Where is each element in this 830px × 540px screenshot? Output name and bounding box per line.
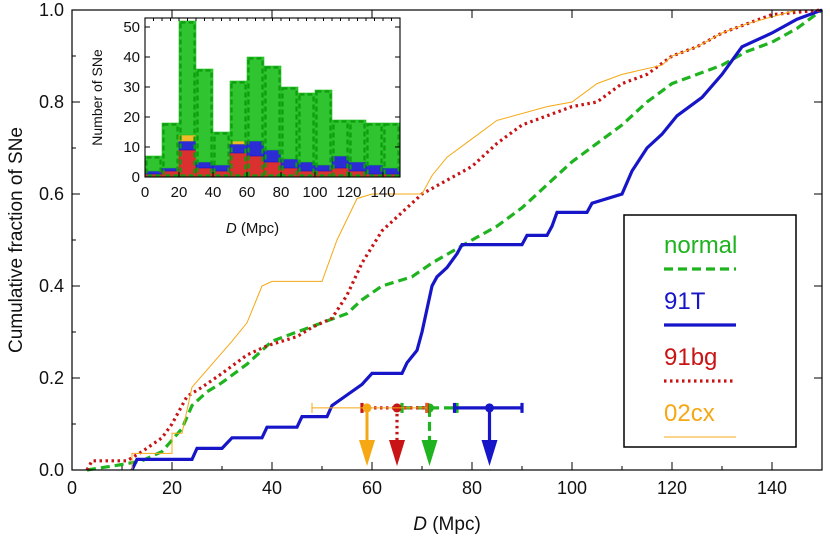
inset-y-tick-label: 20 <box>123 109 140 126</box>
main-x-tick-label: 60 <box>362 478 382 498</box>
inset-y-tick-label: 0 <box>132 169 140 186</box>
inset-bar-outline <box>230 81 247 177</box>
main-y-tick-label: 0.6 <box>39 184 64 204</box>
mean-marker-91t <box>452 402 524 466</box>
legend-item-91bg: 91bg <box>664 344 736 383</box>
inset-bar-outline <box>196 69 213 177</box>
main-x-tick-label: 20 <box>162 478 182 498</box>
main-x-tick-label: 40 <box>262 478 282 498</box>
legend-item-normal: normal <box>664 232 737 271</box>
inset-bar-outline <box>332 120 349 177</box>
mean-marker-91bg <box>360 402 429 466</box>
main-x-axis-unit: (Mpc) <box>427 514 481 535</box>
inset-bar-outline <box>162 123 179 177</box>
inset-x-tick-label: 40 <box>205 184 222 201</box>
inset-bar-outline <box>264 66 281 177</box>
legend: normal 91T 91bg 02cx <box>623 214 797 448</box>
main-y-tick-label: 0.4 <box>39 276 64 296</box>
inset-bars-group <box>144 20 401 178</box>
legend-item-02cx: 02cx <box>664 400 736 438</box>
inset-bar-normal <box>195 68 214 163</box>
main-x-tick-label: 80 <box>462 478 482 498</box>
legend-label: 91bg <box>664 344 717 371</box>
inset-x-tick-label: 60 <box>239 184 256 201</box>
inset-histogram: 0 20 40 60 80 100 120 140 0 10 20 30 40 50 D (Mpc) Nu… <box>89 17 401 237</box>
main-x-axis-label: D (Mpc) <box>413 514 481 535</box>
inset-y-tick-label: 40 <box>123 49 140 66</box>
arrow-head-91bg <box>389 440 405 466</box>
inset-axes-ticks: 0 20 40 60 80 100 120 140 0 10 20 30 40 50 <box>123 18 401 201</box>
inset-y-axis-label: Number of SNe <box>89 49 105 146</box>
inset-bar-outline <box>179 21 196 177</box>
main-y-tick-label: 0.8 <box>39 92 64 112</box>
main-series-group <box>85 8 823 472</box>
legend-label: 02cx <box>664 400 715 427</box>
mean-marker-02cx <box>311 402 428 466</box>
inset-x-tick-label: 0 <box>141 184 149 201</box>
main-x-tick-label: 0 <box>67 478 77 498</box>
inset-bar-outline <box>366 123 383 177</box>
legend-label: 91T <box>664 288 706 315</box>
inset-x-axis-unit: (Mpc) <box>237 220 280 237</box>
main-x-tick-label: 100 <box>557 478 587 498</box>
legend-label: normal <box>664 232 737 259</box>
inset-y-tick-label: 50 <box>123 19 140 36</box>
inset-y-tick-label: 10 <box>123 139 140 156</box>
inset-bar-outline <box>349 120 366 177</box>
arrow-head-02cx <box>359 440 375 466</box>
inset-bar-normal <box>178 20 197 136</box>
inset-bar-outline <box>315 90 332 177</box>
series-91bg-line <box>85 8 823 471</box>
series-91t-line <box>130 8 823 471</box>
arrow-head-91t <box>481 440 498 466</box>
legend-box <box>623 214 797 448</box>
main-y-tick-label: 0.0 <box>39 460 64 480</box>
mean-distance-markers <box>311 402 524 466</box>
inset-bar-outline <box>383 123 400 177</box>
main-y-tick-label: 1.0 <box>39 0 64 20</box>
main-x-tick-label: 120 <box>657 478 687 498</box>
inset-x-tick-label: 80 <box>273 184 290 201</box>
inset-x-tick-label: 120 <box>336 184 361 201</box>
main-x-axis-variable: D <box>413 514 427 535</box>
inset-bar-outline <box>213 132 230 177</box>
inset-bar-outline <box>247 57 264 177</box>
legend-item-91t: 91T <box>664 288 736 327</box>
inset-y-tick-label: 30 <box>123 79 140 96</box>
inset-x-axis-variable: D <box>226 220 237 237</box>
legend-items: normal 91T 91bg 02cx <box>664 232 737 438</box>
main-y-tick-label: 0.2 <box>39 368 64 388</box>
inset-x-tick-label: 20 <box>171 184 188 201</box>
inset-x-tick-label: 100 <box>302 184 327 201</box>
inset-bar-outline <box>281 87 298 177</box>
inset-x-tick-label: 140 <box>370 184 395 201</box>
mean-marker-normal <box>400 402 459 466</box>
main-y-axis-label: Cumulative fraction of SNe <box>6 127 27 353</box>
inset-x-axis-label: D (Mpc) <box>226 220 279 237</box>
series-02cx-line <box>87 9 822 471</box>
arrow-head-normal <box>421 440 438 466</box>
main-x-tick-label: 140 <box>757 478 787 498</box>
